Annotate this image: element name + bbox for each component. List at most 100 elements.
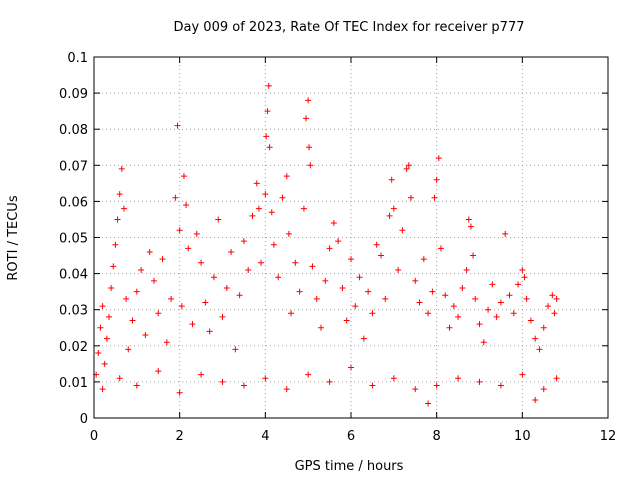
data-point: [553, 295, 560, 302]
data-point: [159, 256, 166, 263]
y-tick-label: 0.1: [67, 51, 88, 66]
data-point: [309, 263, 316, 270]
y-tick-label: 0.04: [59, 268, 88, 283]
data-point: [185, 245, 192, 252]
data-point: [470, 252, 477, 259]
data-point: [240, 238, 247, 245]
data-point: [330, 220, 337, 227]
data-point: [279, 194, 286, 201]
data-point: [142, 331, 149, 338]
data-point: [388, 176, 395, 183]
y-tick-label: 0.07: [59, 159, 88, 174]
data-point: [103, 335, 110, 342]
data-point: [240, 382, 247, 389]
data-point: [268, 209, 275, 216]
data-point: [210, 274, 217, 281]
data-point: [313, 295, 320, 302]
data-point: [399, 227, 406, 234]
data-point: [306, 144, 313, 151]
data-point: [288, 310, 295, 317]
data-point: [183, 202, 190, 209]
data-point: [377, 252, 384, 259]
data-point: [114, 216, 121, 223]
y-axis-label: ROTI / TECUs: [6, 195, 21, 280]
data-point: [138, 266, 145, 273]
data-point: [176, 389, 183, 396]
data-point: [215, 216, 222, 223]
data-point: [116, 191, 123, 198]
data-point: [536, 346, 543, 353]
data-point: [433, 176, 440, 183]
data-point: [403, 165, 410, 172]
data-point: [497, 299, 504, 306]
plot-frame: [93, 56, 609, 419]
axis-ticks: [93, 56, 609, 419]
data-point: [467, 223, 474, 230]
data-point: [116, 375, 123, 382]
data-point: [497, 382, 504, 389]
data-point: [540, 386, 547, 393]
y-tick-label: 0: [80, 412, 88, 427]
data-point: [502, 230, 509, 237]
data-point: [129, 317, 136, 324]
data-point: [110, 263, 117, 270]
data-point: [485, 306, 492, 313]
data-point: [386, 212, 393, 219]
x-tick-label: 10: [514, 429, 531, 444]
data-point: [521, 274, 528, 281]
data-point: [283, 386, 290, 393]
data-point: [258, 259, 265, 266]
data-point: [206, 328, 213, 335]
data-point: [168, 295, 175, 302]
data-point: [133, 288, 140, 295]
data-point: [405, 162, 412, 169]
data-point: [523, 295, 530, 302]
data-point: [189, 321, 196, 328]
data-point: [352, 303, 359, 310]
data-point: [146, 248, 153, 255]
data-point: [118, 165, 125, 172]
data-point: [265, 82, 272, 89]
data-point: [551, 310, 558, 317]
data-point: [553, 375, 560, 382]
data-point: [223, 285, 230, 292]
data-point: [219, 378, 226, 385]
data-point: [356, 274, 363, 281]
data-point: [176, 227, 183, 234]
data-point: [437, 245, 444, 252]
data-point: [228, 248, 235, 255]
data-point: [105, 313, 112, 320]
y-tick-label: 0.01: [59, 376, 88, 391]
data-point: [97, 324, 104, 331]
data-point: [270, 241, 277, 248]
data-point: [431, 194, 438, 201]
data-point: [442, 292, 449, 299]
data-point: [236, 292, 243, 299]
x-tick-label: 0: [90, 429, 98, 444]
data-point: [305, 97, 312, 104]
data-point: [255, 205, 262, 212]
data-point: [172, 194, 179, 201]
data-point: [412, 386, 419, 393]
data-point: [459, 285, 466, 292]
data-point: [198, 259, 205, 266]
data-point: [123, 295, 130, 302]
data-point: [174, 122, 181, 129]
data-point: [263, 133, 270, 140]
data-point: [472, 295, 479, 302]
data-point: [433, 382, 440, 389]
data-point: [360, 335, 367, 342]
data-point: [245, 266, 252, 273]
data-point: [348, 256, 354, 263]
y-tick-label: 0.09: [59, 87, 88, 102]
x-tick-labels: 0 2 4 6 8 10 12: [90, 429, 616, 444]
data-point: [532, 396, 539, 403]
data-point: [476, 378, 483, 385]
data-point: [382, 295, 389, 302]
data-point: [326, 378, 333, 385]
data-point: [369, 382, 376, 389]
data-point: [99, 386, 106, 393]
data-point: [120, 205, 127, 212]
data-point: [480, 339, 487, 346]
data-points: [93, 82, 560, 407]
